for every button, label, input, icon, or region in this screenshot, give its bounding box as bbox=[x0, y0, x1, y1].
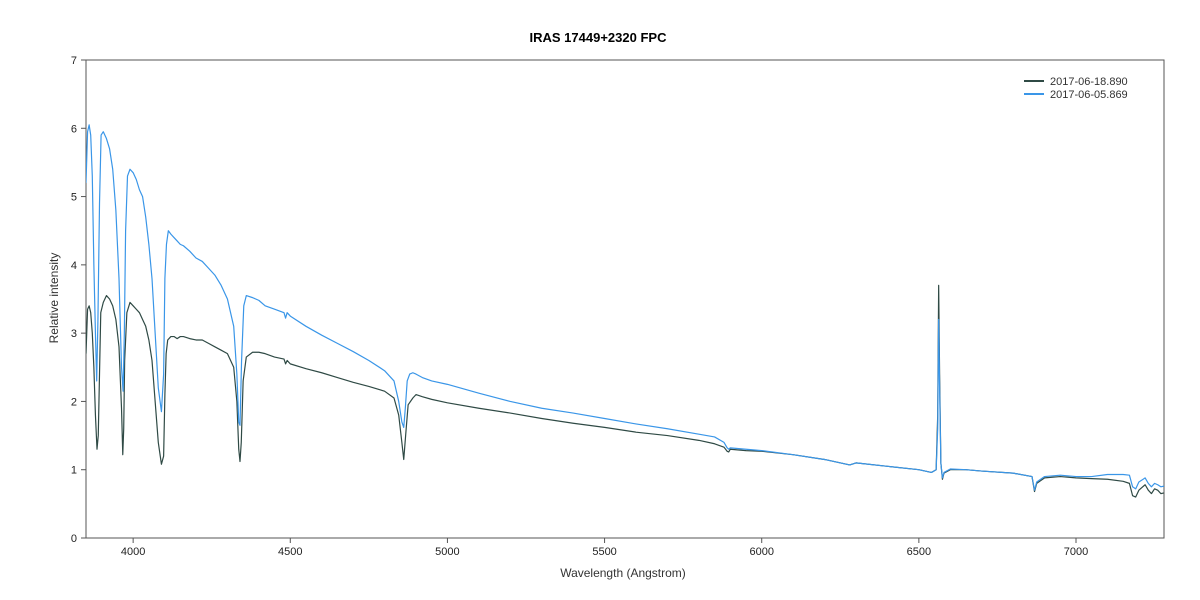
x-tick-label: 6000 bbox=[749, 546, 773, 558]
x-tick-label: 7000 bbox=[1064, 546, 1088, 558]
y-tick-label: 1 bbox=[71, 465, 77, 477]
x-tick-label: 5500 bbox=[592, 546, 616, 558]
chart-title: IRAS 17449+2320 FPC bbox=[530, 30, 668, 45]
x-axis: 4000 4500 5000 5500 6000 6500 7000 bbox=[121, 538, 1088, 558]
y-tick-label: 3 bbox=[71, 328, 77, 340]
series-group bbox=[86, 124, 1164, 498]
x-axis-label: Wavelength (Angstrom) bbox=[560, 566, 686, 580]
y-tick-label: 6 bbox=[71, 123, 77, 135]
y-tick-label: 0 bbox=[71, 533, 77, 545]
y-axis-label: Relative intensity bbox=[47, 253, 61, 344]
x-tick-label: 4500 bbox=[278, 546, 302, 558]
x-tick-label: 4000 bbox=[121, 546, 145, 558]
plot-frame bbox=[85, 59, 1165, 539]
y-axis: 0 1 2 3 4 5 6 7 bbox=[71, 55, 86, 545]
x-tick-label: 5000 bbox=[435, 546, 459, 558]
y-tick-label: 2 bbox=[71, 396, 77, 408]
y-tick-label: 4 bbox=[71, 260, 77, 272]
y-tick-label: 5 bbox=[71, 192, 77, 204]
x-tick-label: 6500 bbox=[907, 546, 931, 558]
y-tick-label: 7 bbox=[71, 55, 77, 67]
series-line-2 bbox=[86, 124, 1164, 491]
legend-label-2: 2017-06-05.869 bbox=[1050, 89, 1128, 101]
plot-area bbox=[85, 59, 1165, 539]
legend-label-1: 2017-06-18.890 bbox=[1050, 76, 1128, 88]
